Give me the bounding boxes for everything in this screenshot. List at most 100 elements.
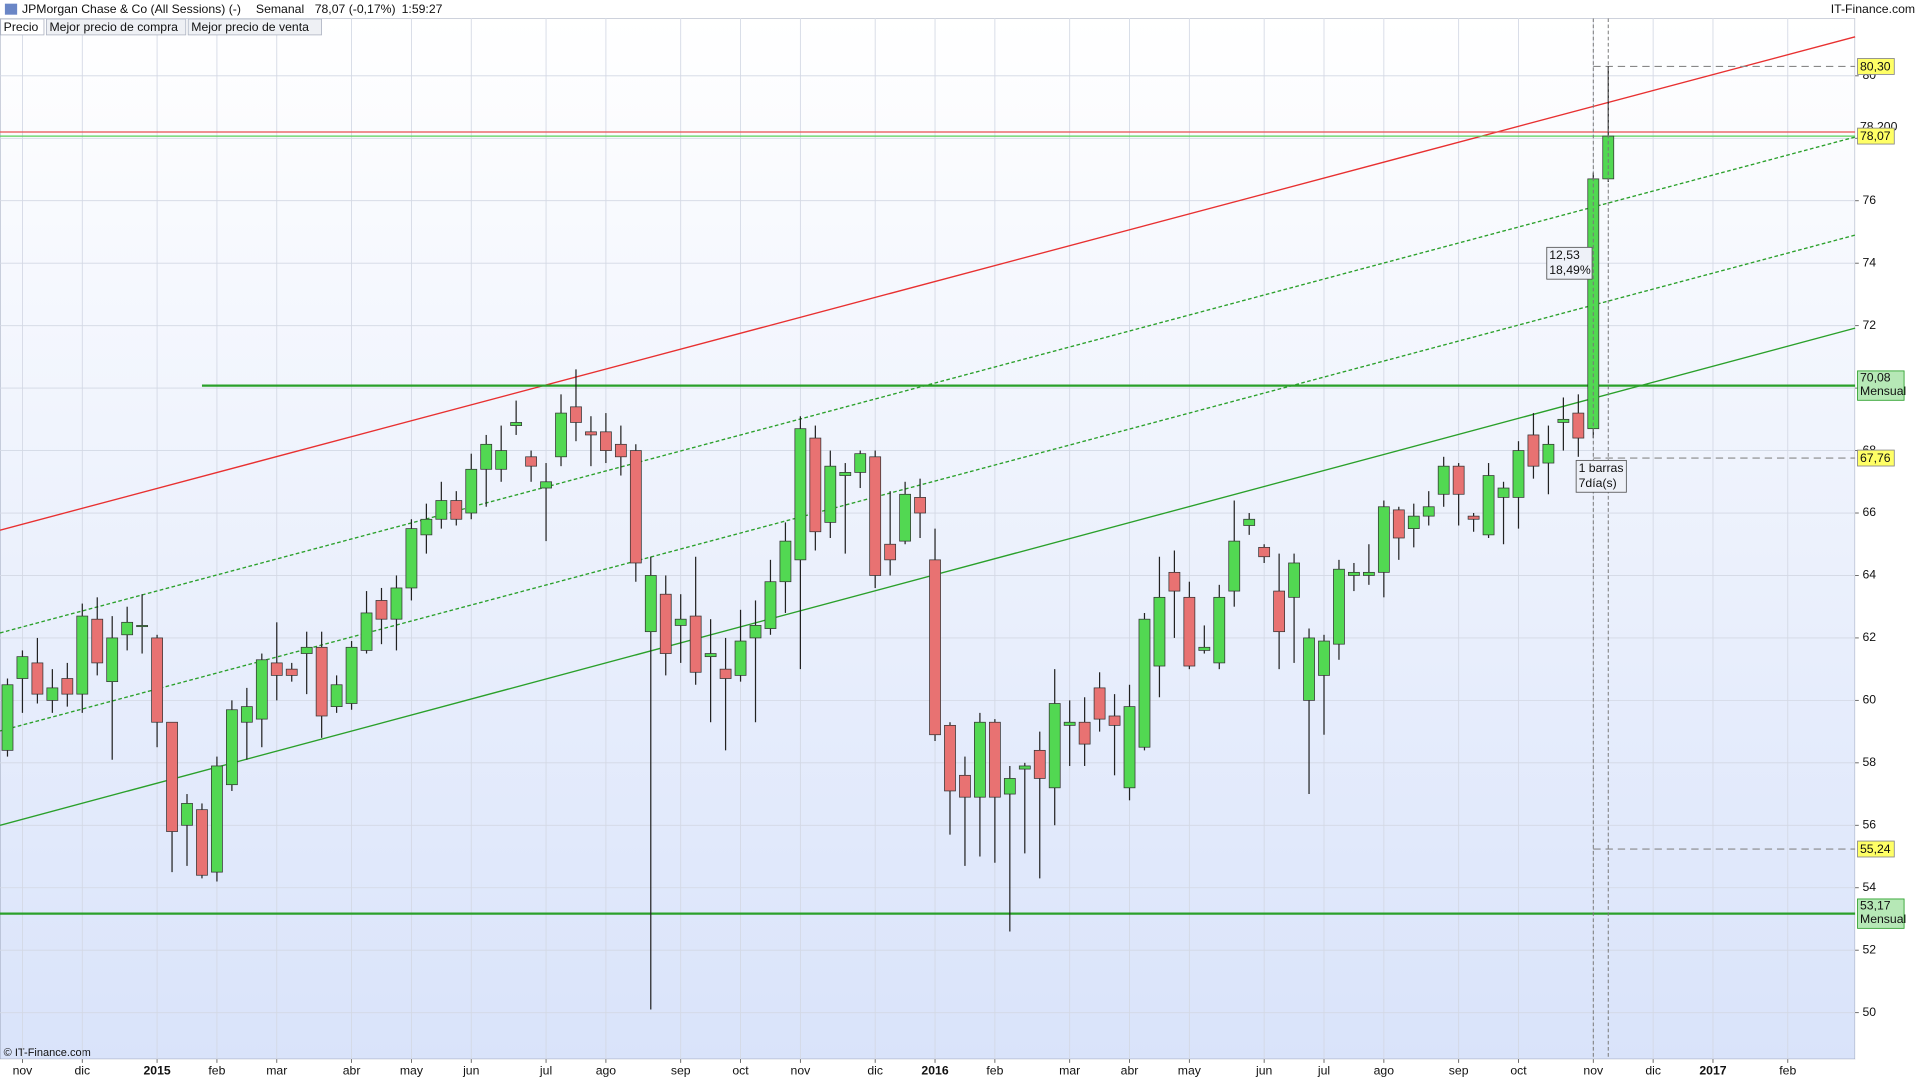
candle-body (779, 540, 792, 583)
x-tick-label: mar (266, 1064, 287, 1078)
y-tick-label: 76 (1862, 193, 1876, 207)
candle-body (181, 803, 193, 826)
candle-body (854, 453, 867, 473)
candle-body (749, 625, 762, 639)
candle-body (16, 656, 29, 679)
x-tick-label: may (400, 1064, 424, 1078)
legend-box (45, 18, 187, 36)
candle-body (300, 646, 313, 654)
candle-body (1108, 715, 1121, 726)
candle-body (555, 412, 567, 458)
candle-body (1392, 509, 1405, 539)
candle-body (480, 443, 493, 470)
x-tick-label: jul (539, 1064, 552, 1078)
candle-body (719, 668, 732, 679)
x-tick-label: nov (791, 1064, 812, 1078)
x-tick-label: dic (867, 1064, 883, 1078)
level-badge (1857, 840, 1895, 858)
bars-box (1575, 459, 1627, 493)
candle-body (974, 721, 986, 798)
chart-title: JPMorgan Chase & Co (All Sessions) (-) (22, 2, 241, 16)
y-tick-label: 50 (1862, 1005, 1876, 1019)
candle-body (1063, 721, 1076, 726)
plot-area (0, 17, 1856, 1060)
candle-body (1437, 465, 1450, 495)
candle-body (629, 450, 642, 564)
candle-body (839, 472, 852, 476)
candle-body (226, 709, 238, 786)
x-tick-label: oct (732, 1064, 749, 1078)
candle-body (1168, 571, 1181, 592)
candle-body (929, 559, 941, 736)
candle-body (540, 481, 552, 489)
legend-label: Precio (4, 20, 39, 34)
candle-body (585, 431, 597, 436)
candle-body (1348, 571, 1360, 576)
candle-body (1258, 546, 1271, 558)
y-tick-label: 72 (1862, 318, 1876, 332)
x-tick-label: 2017 (1699, 1064, 1726, 1078)
legend-box (187, 18, 322, 36)
candle-body (1093, 687, 1106, 720)
candle-body (390, 587, 403, 620)
bars-days: 7día(s) (1579, 476, 1617, 490)
candle-body (345, 646, 358, 704)
x-tick-label: jul (1317, 1064, 1330, 1078)
x-tick-label: sep (671, 1064, 691, 1078)
y-tick-label: 60 (1862, 693, 1876, 707)
x-tick-label: ago (596, 1064, 617, 1078)
candle-body (196, 809, 208, 876)
candle-body (1288, 562, 1300, 598)
candle-body (1078, 721, 1091, 745)
support-label: 70,08 (1860, 370, 1891, 384)
candle-body (405, 528, 418, 589)
candle-body (270, 662, 283, 676)
support-note: Mensual (1860, 912, 1906, 926)
candle-body (285, 668, 298, 676)
level-label: 55,24 (1860, 842, 1891, 856)
x-tick-label: feb (1779, 1064, 1796, 1078)
candle-body (255, 659, 268, 720)
x-axis-area (0, 1059, 1920, 1080)
x-tick-label: sep (1449, 1064, 1469, 1078)
period: Semanal (256, 2, 304, 16)
measure-box (1546, 246, 1593, 280)
trend-line (0, 136, 1856, 634)
candle-body (46, 687, 59, 701)
x-tick-label: ago (1374, 1064, 1395, 1078)
x-tick-label: jun (462, 1064, 480, 1078)
x-tick-label: dic (1645, 1064, 1661, 1078)
legend-label: Mejor precio de venta (191, 20, 309, 34)
candle-body (450, 500, 463, 520)
x-tick-label: abr (343, 1064, 361, 1078)
candle-body (435, 500, 448, 520)
x-tick-label: oct (1510, 1064, 1527, 1078)
x-tick-label: feb (208, 1064, 225, 1078)
level-badge (1857, 127, 1895, 145)
candle-body (1003, 778, 1016, 795)
candle-body (734, 640, 747, 676)
brand: IT-Finance.com (1831, 2, 1915, 16)
candle-body (420, 518, 433, 536)
candle-body (1557, 418, 1570, 423)
x-tick-label: nov (13, 1064, 34, 1078)
last-price: 78,07 (-0,17%) (315, 2, 396, 16)
x-tick-label: dic (74, 1064, 90, 1078)
measure-change: 12,53 (1549, 248, 1580, 262)
y-tick-label: 52 (1862, 942, 1876, 956)
trend-line (0, 36, 1856, 531)
candle-body (91, 618, 104, 664)
candle-body (689, 615, 702, 673)
candle-body (884, 543, 897, 561)
legend-label: Mejor precio de compra (49, 20, 178, 34)
candle-body (988, 721, 1001, 798)
x-tick-label: mar (1059, 1064, 1080, 1078)
candle-body (1542, 443, 1555, 464)
candle-body (869, 456, 882, 576)
candle-body (914, 497, 926, 514)
level-label: 80,30 (1860, 59, 1891, 73)
candle-body (151, 637, 163, 723)
candle-body (136, 625, 149, 628)
candle-body (1318, 640, 1330, 676)
